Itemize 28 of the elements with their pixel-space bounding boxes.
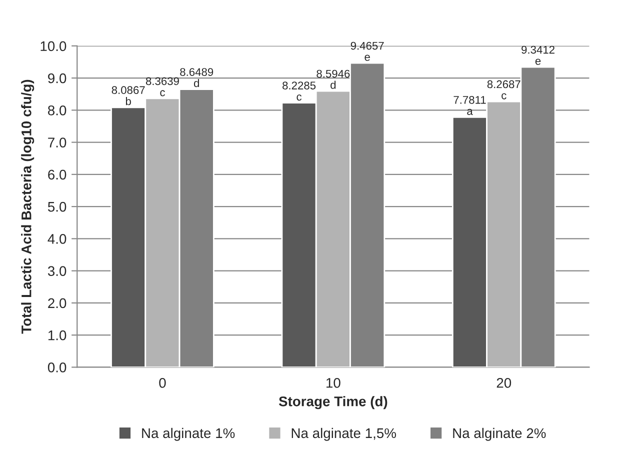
y-tick-label: 7.0 xyxy=(48,138,66,148)
x-tick-label: 20 xyxy=(496,378,512,388)
data-label: 9.4657 e xyxy=(350,42,384,61)
legend-label: Na alginate 1% xyxy=(142,428,235,441)
data-label: 8.6489 d xyxy=(180,68,214,88)
data-label: 8.3639 c xyxy=(146,77,179,96)
data-label: 8.0867 b xyxy=(112,86,145,106)
y-tick-label: 10.0 xyxy=(40,41,66,52)
x-tick-label: 10 xyxy=(326,378,340,388)
y-tick-label: 1.0 xyxy=(48,330,66,340)
legend-label: Na alginate 2% xyxy=(453,428,546,441)
y-tick-label: 0.0 xyxy=(48,362,66,372)
data-label: 8.2285 c xyxy=(282,82,316,101)
legend-label: Na alginate 1,5% xyxy=(292,428,396,441)
data-label: 9.3412 e xyxy=(522,46,554,65)
y-tick-label: 6.0 xyxy=(48,170,66,180)
data-label: 7.7811 a xyxy=(454,96,486,115)
y-tick-label: 2.0 xyxy=(48,298,66,308)
data-label: 8.5946 d xyxy=(316,70,350,89)
y-tick-label: 8.0 xyxy=(48,105,66,116)
x-axis-title: Storage Time (d) xyxy=(278,396,388,410)
y-tick-label: 9.0 xyxy=(48,73,66,84)
y-tick-label: 5.0 xyxy=(48,202,66,212)
y-tick-label: 3.0 xyxy=(48,266,66,276)
data-label: 8.2687 c xyxy=(487,80,520,100)
x-tick-label: 0 xyxy=(159,378,166,388)
y-axis-title: Total Lactic Acid Bacteria (log10 cfu/g) xyxy=(21,80,34,334)
y-tick-label: 4.0 xyxy=(48,234,66,244)
